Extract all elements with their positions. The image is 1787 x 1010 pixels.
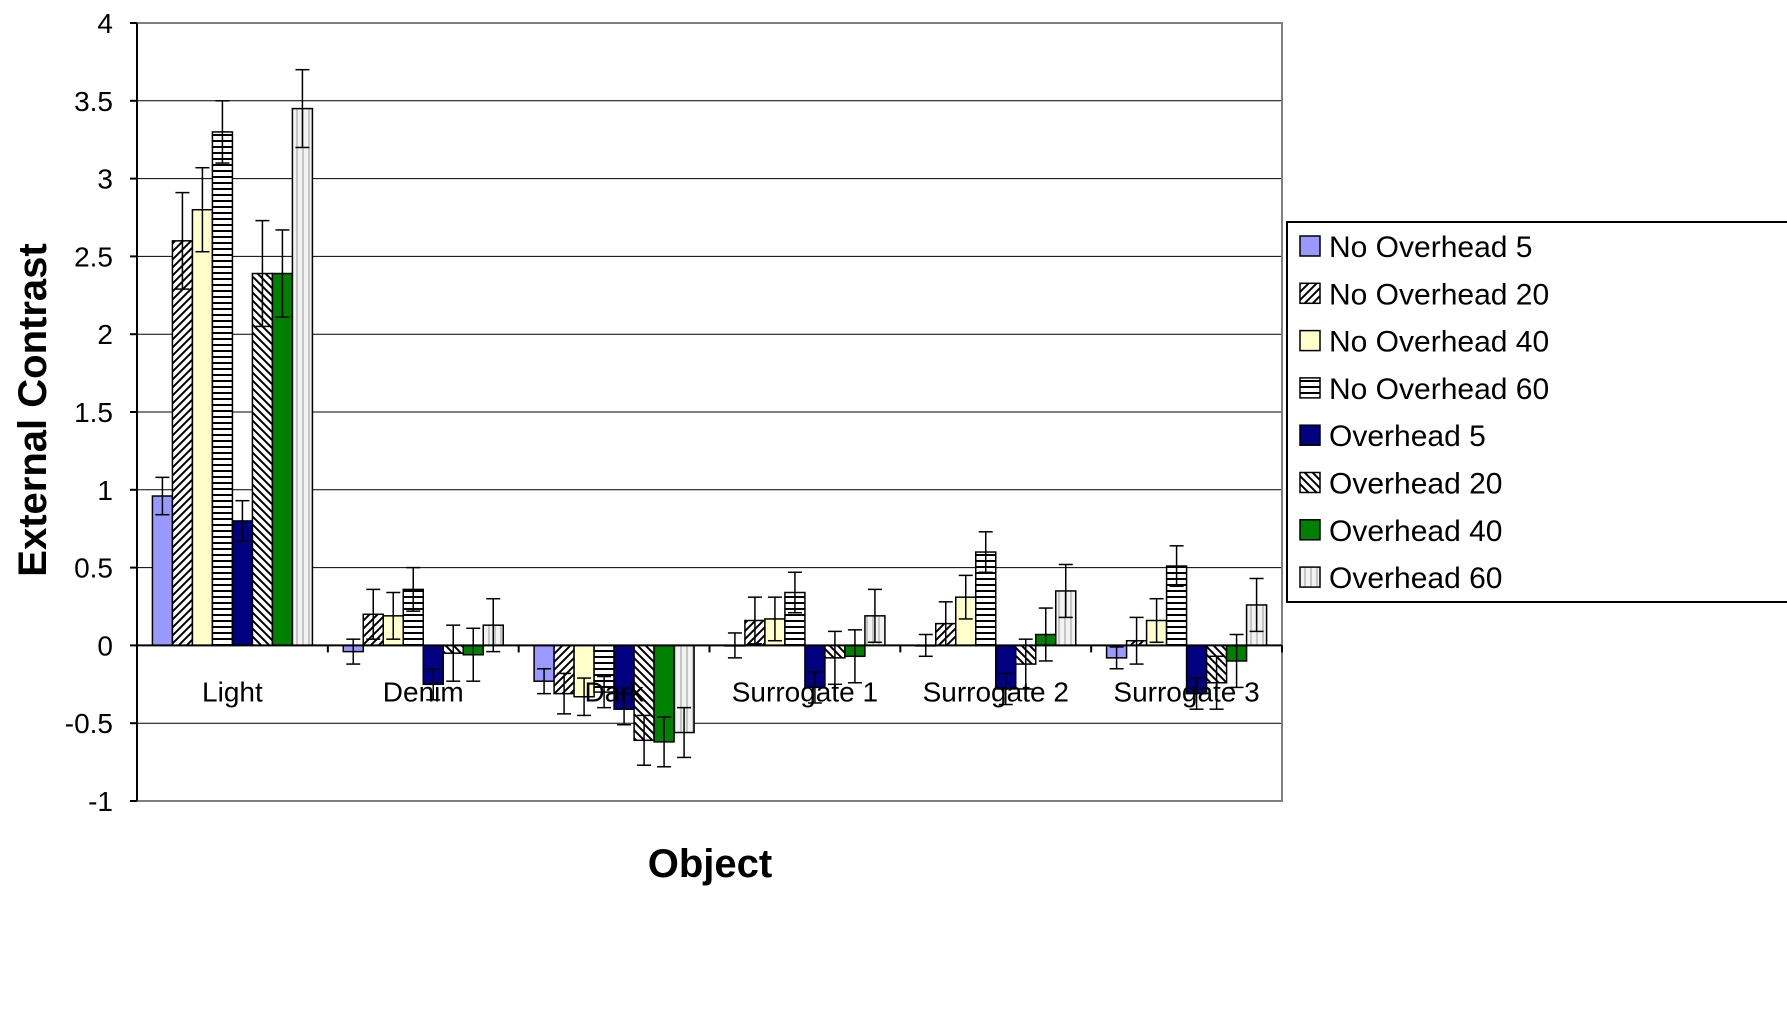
legend-swatch <box>1299 424 1321 446</box>
category-labels: Light Denim Dark Surrogate 1 Surrogate 2 Surr… <box>202 676 1260 707</box>
category-label: Denim <box>383 676 464 707</box>
bar <box>291 107 314 647</box>
category-label: Surrogate 2 <box>923 676 1069 707</box>
legend: No Overhead 5 No Overhead 20 No Overhead 4… <box>1286 221 1787 603</box>
y-axis-title: External Contrast <box>11 243 55 576</box>
y-tick-labels: -1 -0.5 0 0.5 1 1.5 2 2.5 3 3.5 4 <box>65 8 113 817</box>
category-label: Light <box>202 676 263 707</box>
y-tick-label: 3.5 <box>74 86 113 117</box>
error-bars <box>155 68 1264 768</box>
legend-swatch <box>1299 377 1321 399</box>
y-tick-label: 2.5 <box>74 241 113 272</box>
category-label: Surrogate 1 <box>732 676 878 707</box>
legend-label: Overhead 5 <box>1329 420 1486 453</box>
y-tick-label: -1 <box>88 786 113 817</box>
bar <box>271 272 294 647</box>
legend-swatch <box>1299 282 1321 305</box>
bar <box>171 240 194 647</box>
x-axis-title: Object <box>648 842 772 886</box>
bar <box>251 272 274 647</box>
bar <box>191 208 214 647</box>
y-tick-label: 1 <box>97 475 113 506</box>
bar <box>151 495 174 647</box>
legend-frame <box>1286 221 1787 603</box>
y-tick-label: 4 <box>97 8 113 39</box>
y-tick-label: 2 <box>97 319 113 350</box>
legend-swatch <box>1299 471 1321 494</box>
y-tick-label: 3 <box>97 164 113 195</box>
category-label: Dark <box>585 676 645 707</box>
legend-swatch <box>1299 566 1321 588</box>
legend-label: No Overhead 40 <box>1329 326 1549 359</box>
bar <box>211 131 234 647</box>
legend-label: Overhead 40 <box>1329 515 1502 548</box>
y-tick-label: 1.5 <box>74 397 113 428</box>
legend-label: Overhead 60 <box>1329 562 1502 595</box>
legend-swatch <box>1299 329 1321 352</box>
gridlines <box>137 100 1282 724</box>
legend-label: No Overhead 60 <box>1329 373 1549 406</box>
legend-label: No Overhead 5 <box>1329 231 1532 264</box>
legend-swatch <box>1299 519 1321 541</box>
legend-swatch <box>1299 235 1321 257</box>
category-label: Surrogate 3 <box>1113 676 1259 707</box>
legend-label: No Overhead 20 <box>1329 278 1549 311</box>
legend-label: Overhead 20 <box>1329 468 1502 501</box>
y-tick-label: -0.5 <box>65 708 113 739</box>
y-tick-label: 0 <box>97 630 113 661</box>
axes <box>130 22 1283 802</box>
y-tick-label: 0.5 <box>74 553 113 584</box>
